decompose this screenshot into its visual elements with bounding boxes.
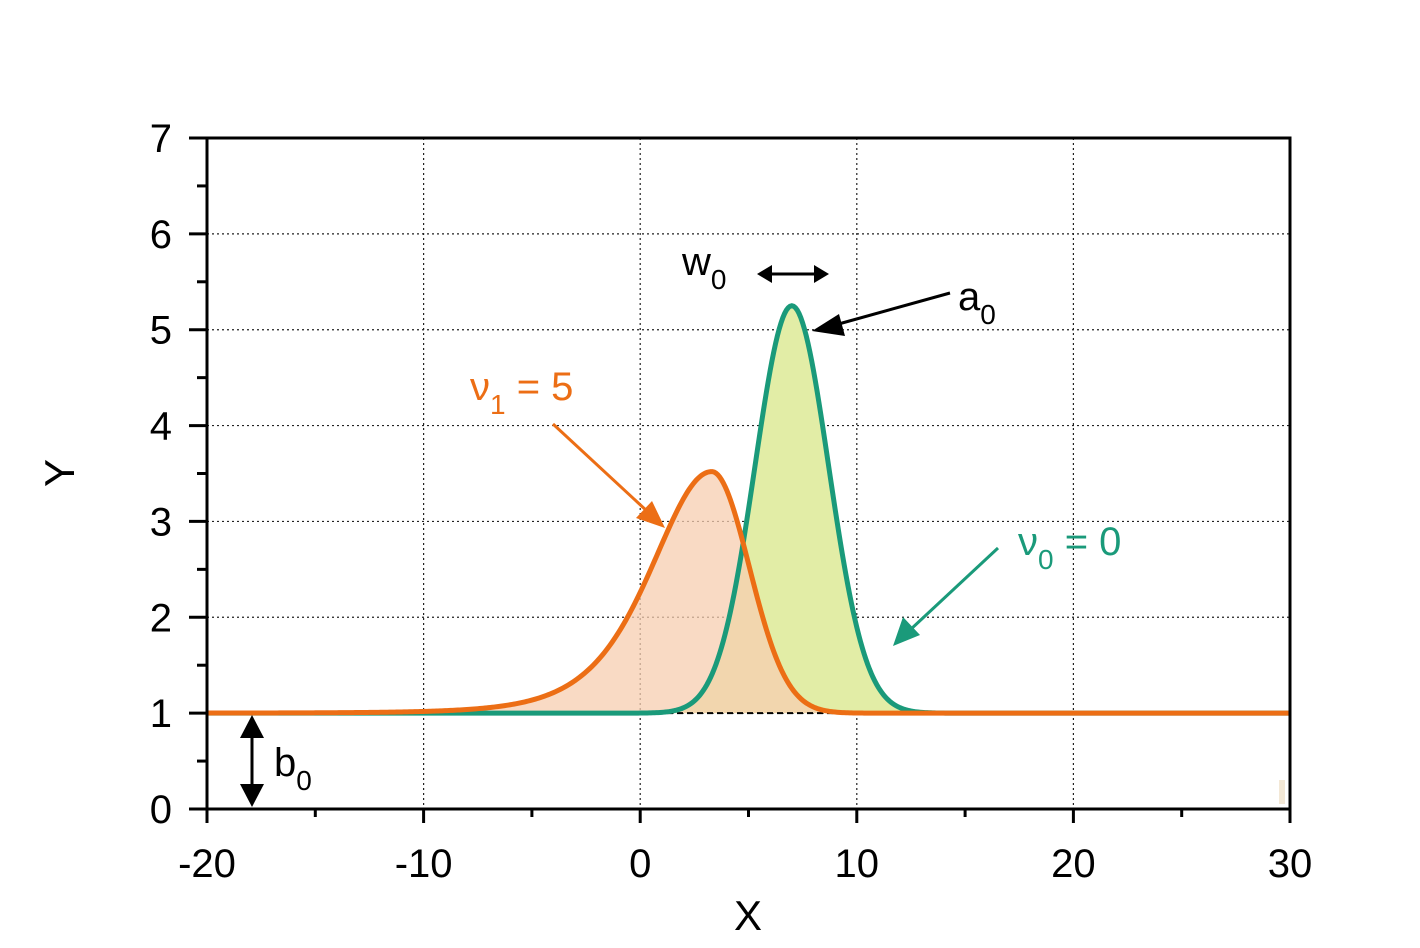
nu1-annotation: ν1 = 5 <box>470 365 665 528</box>
corner-mark <box>1279 780 1285 804</box>
x-tick-label: 10 <box>835 842 880 886</box>
y-tick-label: 4 <box>150 405 172 449</box>
w0-label: w0 <box>681 240 726 295</box>
x-tick-label: -10 <box>395 842 453 886</box>
w0-arrowhead-right <box>814 265 829 283</box>
b0-arrowhead-down <box>240 784 264 807</box>
x-tick-label: 30 <box>1268 842 1313 886</box>
a0-annotation: a0 <box>812 275 996 336</box>
nu0-arrowhead <box>893 617 920 646</box>
a0-label: a0 <box>958 275 996 330</box>
nu0-annotation: ν0 = 0 <box>893 520 1121 646</box>
b0-label: b0 <box>274 741 312 796</box>
nu0-label: ν0 = 0 <box>1018 520 1121 575</box>
w0-arrowhead-left <box>757 265 772 283</box>
fill-v1-area <box>207 471 1290 714</box>
nu1-arrow-line <box>551 422 650 514</box>
y-tick-label: 6 <box>150 213 172 257</box>
y-axis-title: Y <box>36 459 83 487</box>
a0-arrow-line <box>834 291 951 327</box>
w0-annotation: w0 <box>681 240 829 295</box>
y-tick-label: 3 <box>150 500 172 544</box>
y-tick-label: 1 <box>150 692 172 736</box>
x-tick-label: 0 <box>629 842 651 886</box>
y-tick-label: 2 <box>150 596 172 640</box>
b0-arrowhead-up <box>240 715 264 738</box>
nu0-arrow-line <box>908 546 1000 632</box>
series-line-v1 <box>207 469 1290 716</box>
y-tick-label: 0 <box>150 788 172 832</box>
x-tick-label: -20 <box>178 842 236 886</box>
y-tick-label: 7 <box>150 117 172 161</box>
curves <box>207 303 1290 716</box>
x-axis-title: X <box>734 892 762 939</box>
ticks: -20 -10 0 10 20 30 0 1 2 3 4 5 6 7 <box>150 117 1313 886</box>
a0-arrowhead <box>812 314 845 336</box>
b0-annotation: b0 <box>240 715 312 807</box>
y-tick-label: 5 <box>150 309 172 353</box>
nu1-label: ν1 = 5 <box>470 365 573 420</box>
nu1-arrowhead <box>636 501 665 528</box>
x-tick-label: 20 <box>1051 842 1096 886</box>
